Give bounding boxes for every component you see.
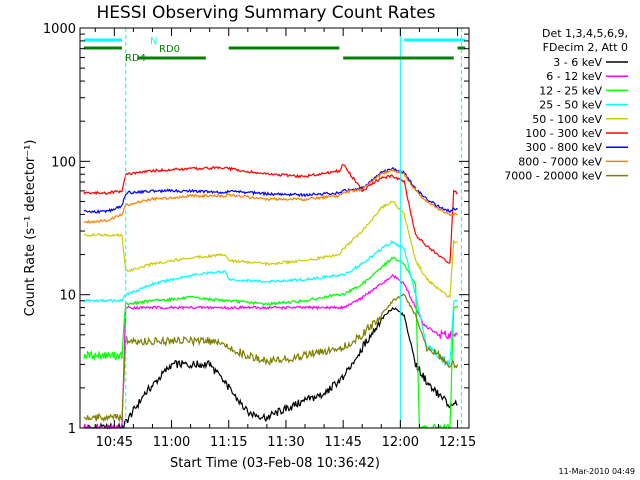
x-axis-label: Start Time (03-Feb-08 10:36:42) — [170, 456, 380, 471]
series-line-6 — [83, 167, 458, 215]
plot-frame — [79, 27, 470, 429]
legend-label-5: 100 - 300 keV — [525, 127, 602, 140]
x-tick-label-1: 11:00 — [153, 435, 190, 450]
series-line-7 — [83, 169, 458, 224]
series-line-1 — [83, 273, 459, 430]
legend-label-7: 800 - 7000 keV — [518, 155, 602, 168]
legend-label-6: 300 - 800 keV — [525, 141, 602, 154]
y-axis-ticks: 1 10 100 1000 — [43, 22, 469, 437]
legend-header-line2: FDecim 2, Att 0 — [543, 41, 628, 54]
flag-label-rd0: RD0 — [159, 44, 180, 55]
x-tick-label-0: 10:45 — [96, 435, 133, 450]
timestamp-footer: 11-Mar-2010 04:49 — [559, 467, 636, 476]
flag-label-rd4: RD4 — [125, 53, 146, 64]
y-tick-label-1: 10 — [59, 289, 76, 304]
series-line-2 — [83, 256, 459, 430]
flag-label-n: N — [150, 36, 157, 47]
x-tick-label-6: 12:15 — [439, 435, 476, 450]
x-tick-label-4: 11:45 — [324, 435, 361, 450]
x-tick-label-2: 11:15 — [210, 435, 247, 450]
series-line-8 — [83, 293, 459, 423]
y-tick-label-3: 1000 — [43, 22, 76, 37]
chart-title: HESSI Observing Summary Count Rates — [96, 3, 435, 23]
legend-label-1: 6 - 12 keV — [546, 70, 602, 83]
legend-label-8: 7000 - 20000 keV — [504, 170, 602, 183]
legend-label-4: 50 - 100 keV — [532, 113, 602, 126]
y-tick-label-0: 1 — [68, 422, 76, 437]
x-tick-label-5: 12:00 — [382, 435, 419, 450]
x-tick-label-3: 11:30 — [267, 435, 304, 450]
series-line-3 — [83, 239, 458, 368]
x-axis-ticks: 10:45 11:00 11:15 11:30 11:45 12:00 12:15 — [94, 28, 476, 450]
y-axis-label: Count Rate (s⁻¹ detector⁻¹) — [23, 140, 38, 317]
legend: Det 1,3,4,5,6,9, FDecim 2, Att 0 3 - 6 k… — [504, 27, 628, 183]
legend-label-2: 12 - 25 keV — [539, 84, 602, 97]
legend-header-line1: Det 1,3,4,5,6,9, — [542, 27, 628, 40]
series-line-0 — [83, 306, 458, 430]
legend-label-0: 3 - 6 keV — [553, 56, 602, 69]
y-tick-label-2: 100 — [51, 155, 76, 170]
series-line-5 — [83, 164, 458, 264]
plot-content — [79, 28, 462, 430]
legend-label-3: 25 - 50 keV — [539, 99, 602, 112]
series-line-4 — [83, 200, 458, 299]
